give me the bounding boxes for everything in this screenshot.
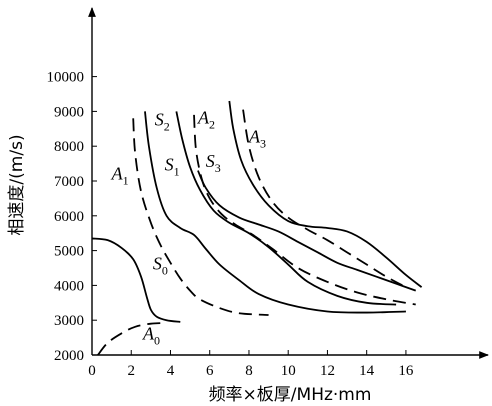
series-label-sub: 3 (260, 137, 266, 151)
series-label-sub: 1 (123, 173, 129, 187)
series-label-main: S (165, 155, 174, 175)
axis-ticks: 0 2 4 6 8 10 12 14 16200030004000500060007000800… (47, 70, 414, 379)
series-label-s1: S1 (165, 155, 180, 179)
series-curve-s3 (197, 170, 417, 292)
x-axis-title: 频率×板厚/MHz·mm (209, 385, 372, 405)
axes (88, 7, 489, 359)
series-label-main: A (111, 163, 124, 183)
series-curve-a3-solid (228, 100, 423, 288)
series-label-s2: S2 (155, 109, 170, 133)
y-tick-label: 7000 (54, 174, 84, 190)
series-curve-s1 (175, 111, 397, 306)
series-group (91, 100, 423, 356)
y-tick-label: 3000 (54, 313, 84, 329)
series-curve-s0 (91, 237, 181, 323)
series-label-main: S (155, 109, 164, 129)
series-label-sub: 0 (154, 333, 160, 347)
series-label-main: S (206, 151, 215, 171)
y-axis-title: 相速度/(m/s) (7, 134, 27, 235)
y-tick-label: 10000 (47, 70, 85, 86)
series-label-a1: A1 (111, 163, 129, 187)
x-tick-label: 4 (167, 363, 175, 379)
x-tick-label: 6 (206, 363, 214, 379)
series-label-main: A (142, 323, 155, 343)
series-label-a2: A2 (197, 108, 215, 132)
x-tick-label: 12 (320, 363, 335, 379)
series-label-sub: 3 (215, 161, 221, 175)
series-curve-a1 (132, 118, 269, 316)
series-label-main: A (248, 127, 261, 147)
series-label-s0: S0 (153, 254, 168, 278)
series-label-a3: A3 (248, 127, 266, 151)
y-tick-label: 9000 (54, 104, 84, 120)
series-label-sub: 0 (162, 264, 168, 278)
series-curve-a0 (97, 322, 167, 356)
series-label-main: S (153, 254, 162, 274)
series-curve-a2 (193, 114, 416, 306)
series-label-sub: 2 (164, 119, 170, 133)
series-label-a0: A0 (142, 323, 160, 347)
series-label-sub: 1 (174, 165, 180, 179)
x-tick-label: 16 (398, 363, 414, 379)
x-tick-label: 2 (127, 363, 135, 379)
x-tick-label: 14 (359, 363, 375, 379)
series-label-main: A (197, 108, 210, 128)
y-tick-label: 4000 (54, 278, 84, 294)
y-tick-label: 2000 (54, 348, 84, 364)
x-tick-label: 0 (88, 363, 96, 379)
y-tick-label: 6000 (54, 209, 84, 225)
series-label-s3: S3 (206, 151, 221, 175)
y-tick-label: 5000 (54, 244, 84, 260)
series-label-sub: 2 (209, 118, 215, 132)
x-tick-label: 10 (281, 363, 296, 379)
series-curve-a3 (242, 109, 407, 288)
x-tick-label: 8 (245, 363, 253, 379)
series-curve-s2 (144, 111, 406, 314)
y-tick-label: 8000 (54, 139, 84, 155)
